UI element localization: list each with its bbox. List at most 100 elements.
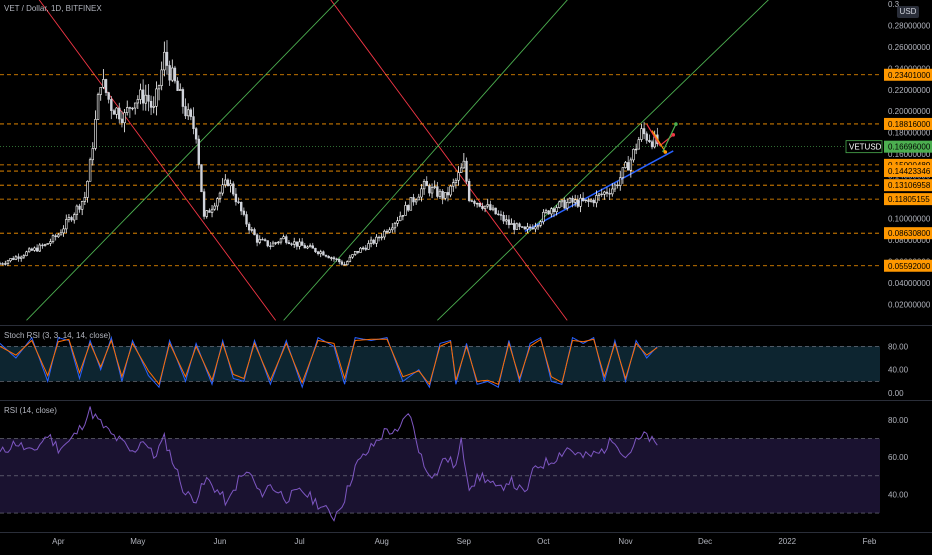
price-axis-tick: 0.18000000 [888, 129, 931, 138]
time-axis-tick: Sep [457, 537, 472, 546]
candle-body [279, 238, 283, 243]
candle-body [613, 184, 617, 190]
candle-body [293, 241, 296, 245]
candle-body [181, 89, 185, 107]
candle-body [539, 221, 542, 226]
candle-body [457, 172, 460, 181]
candle-body [446, 192, 450, 196]
candle-body [46, 243, 49, 245]
candle-body [232, 183, 235, 195]
candle-body [22, 255, 26, 258]
candle-body [186, 109, 190, 117]
candle-body [563, 199, 566, 209]
price-axis-tick: 0.16000000 [888, 150, 931, 159]
candle-body [253, 229, 256, 236]
candle-body [401, 215, 405, 217]
time-axis-tick: Nov [618, 537, 632, 546]
price-level-label: 0.11805155 [888, 195, 930, 204]
candle-body [240, 201, 243, 212]
candle-body [560, 199, 564, 203]
candle-body [202, 191, 206, 217]
candle-body [507, 219, 511, 225]
candle-body [481, 206, 484, 209]
price-level-label: 0.14423346 [888, 167, 931, 176]
candle-body [579, 197, 582, 207]
price-level-label: 0.23401000 [888, 71, 931, 80]
price-axis-tick: 0.04000000 [888, 279, 931, 288]
candle-body [255, 234, 259, 243]
candle-body [626, 162, 630, 171]
rsi-title: RSI (14, close) [4, 406, 57, 415]
candle-body [213, 205, 216, 210]
candle-body [414, 199, 418, 203]
candle-body [592, 199, 595, 204]
candle-body [274, 242, 277, 244]
candle-body [406, 205, 410, 211]
candle-body [624, 162, 627, 168]
candle-body [632, 148, 635, 161]
candle-body [218, 192, 222, 199]
currency-badge[interactable]: USD [897, 6, 919, 18]
candle-body [534, 226, 537, 230]
candle-body [343, 264, 346, 266]
candle-body [136, 99, 140, 104]
candle-body [353, 251, 357, 255]
candle-body [361, 247, 365, 250]
candle-body [308, 245, 312, 248]
candle-body [75, 205, 79, 215]
candle-body [194, 128, 198, 140]
candle-body [494, 207, 497, 215]
channel-line-up [437, 0, 769, 321]
candle-body [571, 197, 574, 203]
candle-body [497, 213, 500, 216]
candle-body [544, 210, 548, 213]
candle-body [600, 193, 603, 196]
candle-body [377, 236, 381, 239]
candle-body [499, 214, 503, 216]
candle-body [436, 186, 439, 197]
candle-body [237, 201, 240, 203]
candle-body [340, 261, 344, 265]
candle-body [189, 109, 193, 117]
price-level-label: 0.08630800 [888, 229, 931, 238]
candle-body [467, 181, 471, 201]
candle-body [41, 244, 44, 247]
candle-body [287, 242, 291, 245]
rsi-series-line [0, 406, 658, 522]
candle-body [491, 207, 495, 211]
candle-body [78, 205, 81, 210]
candle-body [383, 230, 386, 238]
candle-body [542, 211, 545, 223]
candle-body [449, 185, 452, 196]
candle-body [581, 197, 585, 201]
symbol-badge-label: VETUSD [849, 143, 882, 152]
candle-body [149, 100, 153, 108]
candle-body [290, 243, 293, 245]
price-level-badge [884, 179, 932, 192]
symbol-badge [845, 140, 883, 154]
candle-body [489, 204, 492, 211]
price-level-badge [884, 165, 932, 178]
symbol-title: VET / Dollar, 1D, BITFINEX [4, 4, 102, 13]
candle-body [184, 106, 187, 117]
candle-body [462, 160, 466, 169]
time-axis-tick: Apr [52, 537, 65, 546]
forecast-arrow [651, 130, 666, 153]
candle-body [645, 133, 648, 141]
stoch-band [0, 346, 880, 382]
candle-body [163, 51, 166, 71]
candle-body [133, 102, 137, 109]
candle-body [277, 241, 280, 244]
candle-body [300, 241, 304, 246]
candle-body [573, 199, 577, 203]
candle-body [417, 196, 420, 201]
candle-body [605, 191, 609, 194]
candle-body [144, 94, 147, 104]
candle-body [282, 236, 285, 240]
candle-body [346, 261, 349, 266]
candle-body [285, 236, 288, 243]
price-level-badge [884, 117, 932, 130]
time-axis-tick: May [130, 537, 145, 546]
